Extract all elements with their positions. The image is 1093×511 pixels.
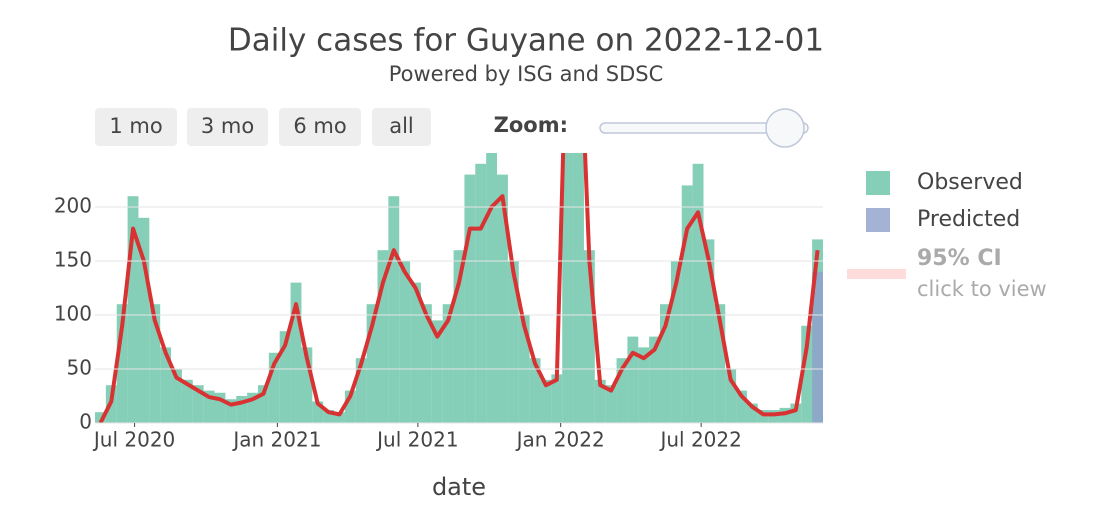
bar	[377, 250, 389, 423]
bar	[714, 304, 726, 423]
bar	[594, 379, 606, 423]
bar	[562, 153, 574, 423]
bar	[95, 412, 106, 423]
bar	[529, 358, 541, 423]
bar	[573, 153, 584, 423]
bar	[301, 347, 313, 423]
bar	[399, 261, 411, 423]
bar	[192, 385, 204, 423]
y-tick-label: 100	[54, 302, 92, 326]
bar	[344, 390, 356, 423]
bar	[627, 336, 639, 423]
chart-subtitle: Powered by ISG and SDSC	[389, 62, 664, 86]
range-button-label[interactable]: 3 mo	[201, 114, 254, 138]
bar	[551, 374, 563, 423]
range-button[interactable]	[187, 108, 268, 146]
bar	[203, 390, 215, 423]
bar	[453, 250, 465, 423]
plot-area	[95, 153, 823, 423]
bar	[649, 336, 661, 423]
x-tick-label: Jan 2022	[515, 428, 605, 452]
bar	[725, 369, 737, 423]
bar	[247, 392, 258, 423]
bar	[779, 407, 791, 423]
bar	[236, 396, 248, 423]
zoom-track[interactable]	[599, 122, 809, 134]
bar	[268, 352, 280, 423]
range-button[interactable]	[279, 108, 361, 146]
x-tick-label: Jan 2021	[231, 428, 321, 452]
zoom-label: Zoom:	[494, 113, 568, 137]
bar	[812, 271, 823, 423]
bar	[127, 196, 139, 423]
bar	[355, 358, 367, 423]
bar	[388, 196, 400, 423]
bar	[768, 410, 780, 423]
bar	[420, 304, 432, 423]
y-tick-label: 200	[54, 194, 92, 218]
range-button[interactable]	[95, 108, 177, 146]
bar	[290, 282, 302, 423]
bar	[660, 304, 671, 423]
bar	[475, 163, 487, 423]
bar	[323, 410, 335, 423]
bar	[638, 347, 650, 423]
legend-label[interactable]: Predicted	[917, 207, 1020, 232]
bar	[507, 261, 519, 423]
y-tick-label: 50	[67, 356, 92, 380]
bar	[703, 239, 715, 423]
bar	[757, 410, 769, 423]
bar	[257, 385, 269, 423]
bar	[138, 217, 150, 423]
x-axis-label: date	[432, 473, 486, 501]
legend-label[interactable]: Observed	[917, 170, 1023, 195]
bar	[583, 250, 595, 423]
bar	[171, 369, 182, 423]
legend-ci-hint[interactable]: click to view	[917, 277, 1047, 301]
bar	[334, 412, 345, 423]
bar	[116, 304, 128, 423]
x-tick-label: Jul 2021	[375, 428, 458, 452]
bar	[312, 401, 324, 423]
bar	[670, 261, 682, 423]
bar	[497, 174, 508, 423]
range-button-label[interactable]: 1 mo	[109, 114, 162, 138]
bar	[225, 399, 237, 423]
bar	[540, 379, 552, 423]
bar	[410, 282, 421, 423]
bar	[279, 331, 291, 423]
bar	[605, 385, 617, 423]
bar	[464, 174, 476, 423]
bar	[160, 347, 172, 423]
trend-line	[98, 153, 820, 423]
bar	[681, 185, 693, 423]
x-tick-label: Jul 2020	[92, 428, 175, 452]
bar	[149, 304, 161, 423]
bar	[486, 153, 498, 423]
bar	[736, 390, 747, 423]
bar	[442, 304, 454, 423]
y-tick-label: 0	[79, 410, 92, 434]
bar	[692, 163, 704, 423]
x-tick-label: Jul 2022	[658, 428, 741, 452]
range-button-label[interactable]: all	[389, 114, 414, 138]
legend-ci-label[interactable]: 95% CI	[917, 246, 1002, 271]
range-button[interactable]	[372, 108, 431, 146]
bar	[366, 304, 378, 423]
chart-title: Daily cases for Guyane on 2022-12-01	[228, 23, 824, 59]
bar	[616, 358, 628, 423]
range-button-label[interactable]: 6 mo	[293, 114, 346, 138]
bar	[181, 379, 193, 423]
y-tick-label: 150	[54, 248, 92, 272]
bar	[746, 403, 758, 423]
bar	[431, 320, 443, 423]
bar	[214, 392, 226, 423]
legend-swatch[interactable]	[866, 171, 890, 195]
zoom-knob[interactable]	[765, 108, 805, 148]
legend-swatch[interactable]	[866, 208, 890, 232]
bar	[801, 325, 813, 423]
bar	[790, 403, 802, 423]
